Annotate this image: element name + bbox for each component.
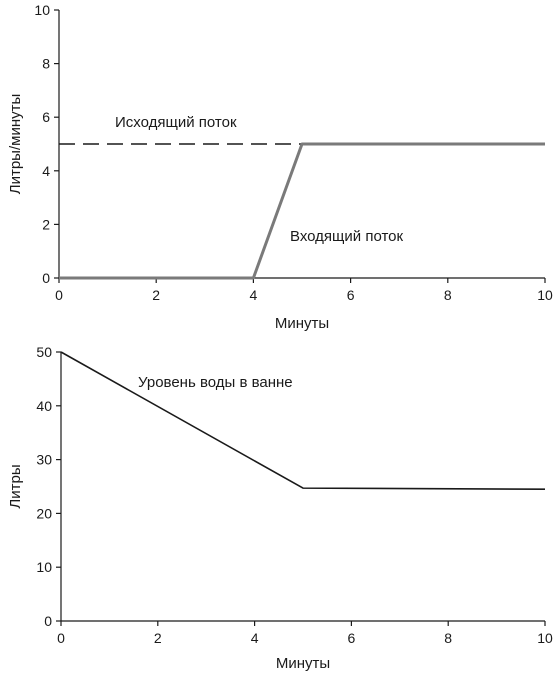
y-tick-label: 6 <box>42 109 50 125</box>
x-tick-label: 4 <box>251 630 259 646</box>
chart-1: 0 2 4 6 8 10 0 2 4 6 8 10 Минуты Литры/минуты Исходящи… <box>7 2 553 332</box>
x-tick-label: 6 <box>348 630 356 646</box>
y-tick-label: 0 <box>44 613 52 629</box>
x-axis-title: Минуты <box>276 655 330 672</box>
x-tick-label: 4 <box>250 287 258 303</box>
x-tick-label: 10 <box>537 630 553 646</box>
x-tick-label: 8 <box>444 287 452 303</box>
chart-2: 0 10 20 30 40 50 0 2 4 6 8 10 Минуты Литры Уровень вод… <box>7 344 553 672</box>
x-tick-label: 2 <box>154 630 162 646</box>
y-axis-title: Литры/минуты <box>7 94 24 195</box>
x-tick-label: 10 <box>537 287 553 303</box>
y-axis-title: Литры <box>7 464 24 508</box>
series-label: Входящий поток <box>290 228 404 245</box>
y-tick-label: 0 <box>42 270 50 286</box>
y-tick-label: 8 <box>42 56 50 72</box>
x-tick-label: 0 <box>57 630 65 646</box>
y-tick-label: 50 <box>36 344 52 360</box>
y-tick-label: 4 <box>42 163 50 179</box>
y-tick-label: 40 <box>36 398 52 414</box>
x-axis-title: Минуты <box>275 315 329 332</box>
y-tick-label: 2 <box>42 216 50 232</box>
series-label: Уровень воды в ванне <box>138 374 293 391</box>
x-tick-label: 0 <box>55 287 63 303</box>
series-line-2 <box>59 142 545 280</box>
x-tick-label: 8 <box>444 630 452 646</box>
series-line-1 <box>60 351 546 490</box>
series-label: Исходящий поток <box>115 114 237 131</box>
x-tick-label: 2 <box>152 287 160 303</box>
y-tick-label: 10 <box>36 559 52 575</box>
y-tick-label: 30 <box>36 452 52 468</box>
x-tick-label: 6 <box>347 287 355 303</box>
y-tick-label: 20 <box>36 505 52 521</box>
y-tick-label: 10 <box>34 2 50 18</box>
